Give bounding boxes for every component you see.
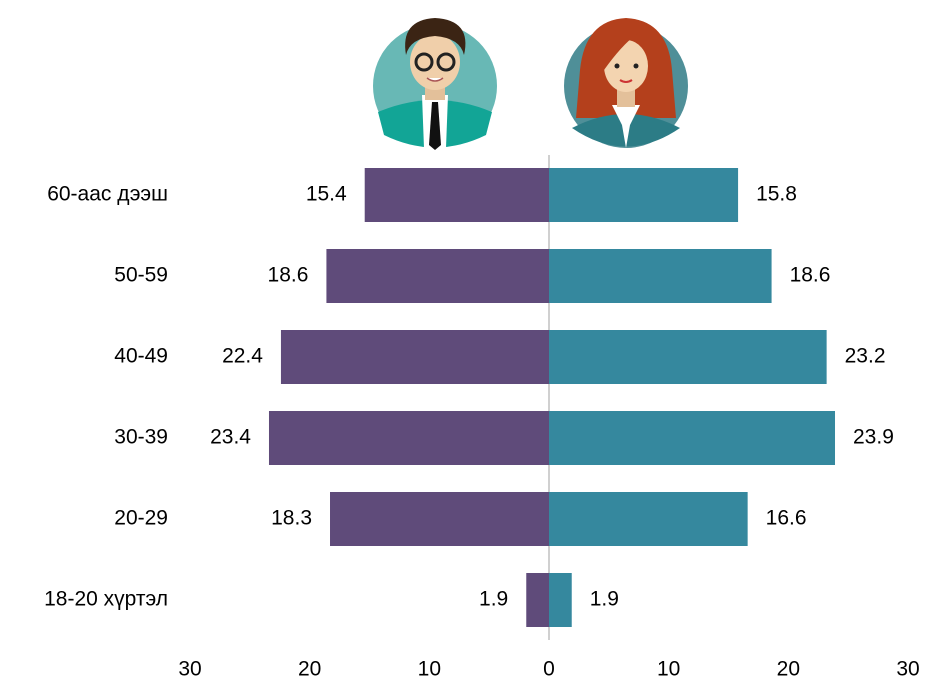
x-tick-label: 30 [178, 658, 201, 681]
value-label: 1.9 [479, 588, 508, 611]
bar [268, 411, 549, 465]
bar [549, 330, 827, 384]
x-tick-label: 30 [896, 658, 919, 681]
bar [549, 168, 739, 222]
category-label: 20-29 [114, 507, 168, 530]
male-icon [373, 18, 497, 150]
value-label: 23.9 [853, 426, 894, 449]
category-label: 18-20 хүртэл [44, 588, 168, 611]
x-tick-label: 10 [657, 658, 680, 681]
category-label: 60-аас дээш [47, 183, 168, 206]
value-label: 16.6 [766, 507, 807, 530]
value-label: 18.6 [790, 264, 831, 287]
category-label: 50-59 [114, 264, 168, 287]
value-label: 23.2 [845, 345, 886, 368]
bar [549, 411, 836, 465]
bar [364, 168, 549, 222]
value-label: 1.9 [590, 588, 619, 611]
x-tick-label: 10 [418, 658, 441, 681]
value-label: 22.4 [222, 345, 263, 368]
bar [526, 573, 549, 627]
x-tick-label: 20 [298, 658, 321, 681]
value-label: 18.3 [271, 507, 312, 530]
value-label: 23.4 [210, 426, 251, 449]
bar [326, 249, 549, 303]
bar [549, 573, 572, 627]
value-label: 18.6 [268, 264, 309, 287]
value-label: 15.4 [306, 183, 347, 206]
x-tick-label: 20 [777, 658, 800, 681]
category-label: 40-49 [114, 345, 168, 368]
bar [549, 249, 772, 303]
bar [549, 492, 748, 546]
female-icon [564, 18, 688, 148]
x-tick-label: 0 [543, 658, 555, 681]
category-label: 30-39 [114, 426, 168, 449]
value-label: 15.8 [756, 183, 797, 206]
bar [280, 330, 549, 384]
bar [330, 492, 549, 546]
